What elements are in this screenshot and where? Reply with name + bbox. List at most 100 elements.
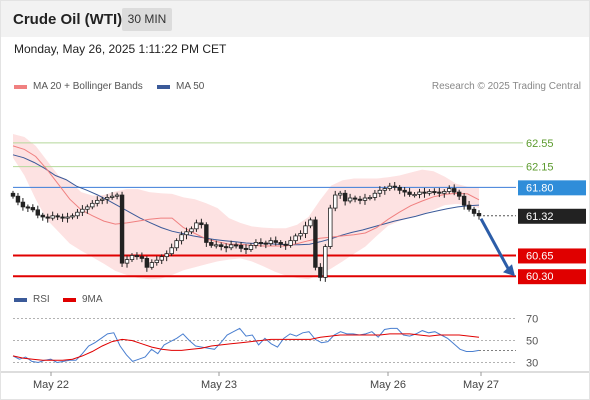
candle-body [437, 191, 442, 194]
candle-body [238, 244, 244, 249]
rsi-ma-legend: 9MA [63, 294, 103, 305]
candle-body [382, 188, 388, 191]
candle-body [466, 204, 472, 210]
price-label-60-65-tag [518, 248, 586, 264]
candle-body [209, 242, 214, 246]
x-tick-label: May 23 [201, 379, 237, 391]
candle-body [372, 192, 378, 198]
candle-body [30, 207, 36, 211]
candle-body [303, 225, 308, 234]
ma50-legend-label: MA 50 [176, 81, 205, 92]
ma20-legend-label: MA 20 + Bollinger Bands [33, 81, 143, 92]
candle-body [397, 186, 402, 191]
header-bar: Crude Oil (WTI) 30 MIN [1, 1, 589, 37]
candle-body [268, 240, 273, 245]
candle-body [233, 244, 239, 247]
price-label-60-30: 60.30 [526, 271, 554, 283]
candle-body [471, 208, 477, 214]
candle-body [273, 240, 278, 243]
candle-body [417, 191, 422, 195]
candle-body [199, 222, 204, 226]
candle-body [114, 194, 120, 197]
rsi-ma-line [12, 333, 480, 361]
candle-body [362, 197, 368, 201]
candle-body [90, 202, 95, 208]
candle-body [45, 216, 50, 219]
price-label-62-15: 62.15 [526, 162, 554, 174]
candle-body [124, 259, 130, 264]
candle-body [283, 243, 288, 246]
ma50-legend: MA 50 [157, 81, 204, 92]
projection-arrow-shaft [479, 218, 511, 271]
candle-body [293, 235, 298, 242]
price-label-60-30-tag [518, 269, 586, 285]
x-tick-label: May 27 [463, 379, 499, 391]
candle-body [35, 209, 40, 216]
candle-body [204, 224, 209, 243]
candle-body [392, 185, 397, 188]
candle-body [119, 194, 125, 264]
candle-body [109, 195, 115, 198]
rsi-tick-30: 30 [526, 358, 538, 370]
x-tick-label: May 22 [33, 379, 69, 391]
candle-body [253, 242, 259, 246]
ma20-swatch [14, 84, 27, 89]
candle-body [248, 244, 254, 250]
candle-body [318, 266, 323, 278]
instrument-title: Crude Oil (WTI) [13, 11, 123, 28]
rsi-legend: RSI [14, 294, 50, 305]
candle-body [447, 188, 452, 192]
candle-body [258, 242, 264, 245]
candle-body [139, 256, 145, 259]
candle-body [174, 240, 179, 249]
candle-body [422, 191, 427, 194]
candle-body [40, 214, 45, 218]
candle-body [442, 191, 447, 194]
candle-body [15, 195, 21, 203]
candle-body [129, 255, 135, 261]
candles [10, 182, 482, 282]
candle-body [164, 253, 169, 258]
candle-body [65, 216, 70, 219]
candle-body [25, 206, 31, 209]
candle-body [159, 256, 164, 261]
rsi-tick-70: 70 [526, 314, 538, 326]
candle-body [313, 219, 318, 268]
rsi-ma-swatch [63, 297, 76, 302]
candle-body [402, 189, 407, 193]
candle-body [189, 228, 194, 233]
price-label-61-32-tag [518, 208, 586, 224]
candle-body [407, 191, 412, 195]
candle-body [50, 215, 55, 219]
candle-body [169, 247, 174, 255]
candle-body [228, 244, 234, 249]
timeframe-badge[interactable]: 30 MIN [122, 8, 172, 31]
candle-body [288, 240, 293, 246]
candle-body [308, 219, 313, 227]
candle-body [60, 216, 65, 219]
timestamp: Monday, May 26, 2025 1:11:22 PM CET [14, 42, 227, 56]
candle-body [134, 255, 140, 258]
candle-body [85, 206, 90, 210]
candle-body [80, 208, 85, 213]
price-label-60-65: 60.65 [526, 250, 554, 262]
candle-body [377, 189, 383, 194]
candle-body [184, 231, 189, 236]
price-label-61-32: 61.32 [526, 211, 554, 223]
candle-body [75, 211, 80, 217]
candle-body [154, 259, 159, 263]
candle-body [20, 201, 26, 208]
price-label-61-80-tag [518, 180, 586, 196]
candle-body [456, 191, 462, 197]
candle-body [476, 213, 482, 217]
rsi-ma-legend-label: 9MA [82, 294, 103, 305]
x-tick-label: May 26 [370, 379, 406, 391]
projection-arrowhead [503, 264, 515, 277]
candle-body [214, 244, 219, 247]
credit-text: Research © 2025 Trading Central [431, 81, 581, 92]
candle-body [219, 244, 224, 247]
candle-body [179, 234, 184, 242]
candle-body [100, 198, 105, 201]
